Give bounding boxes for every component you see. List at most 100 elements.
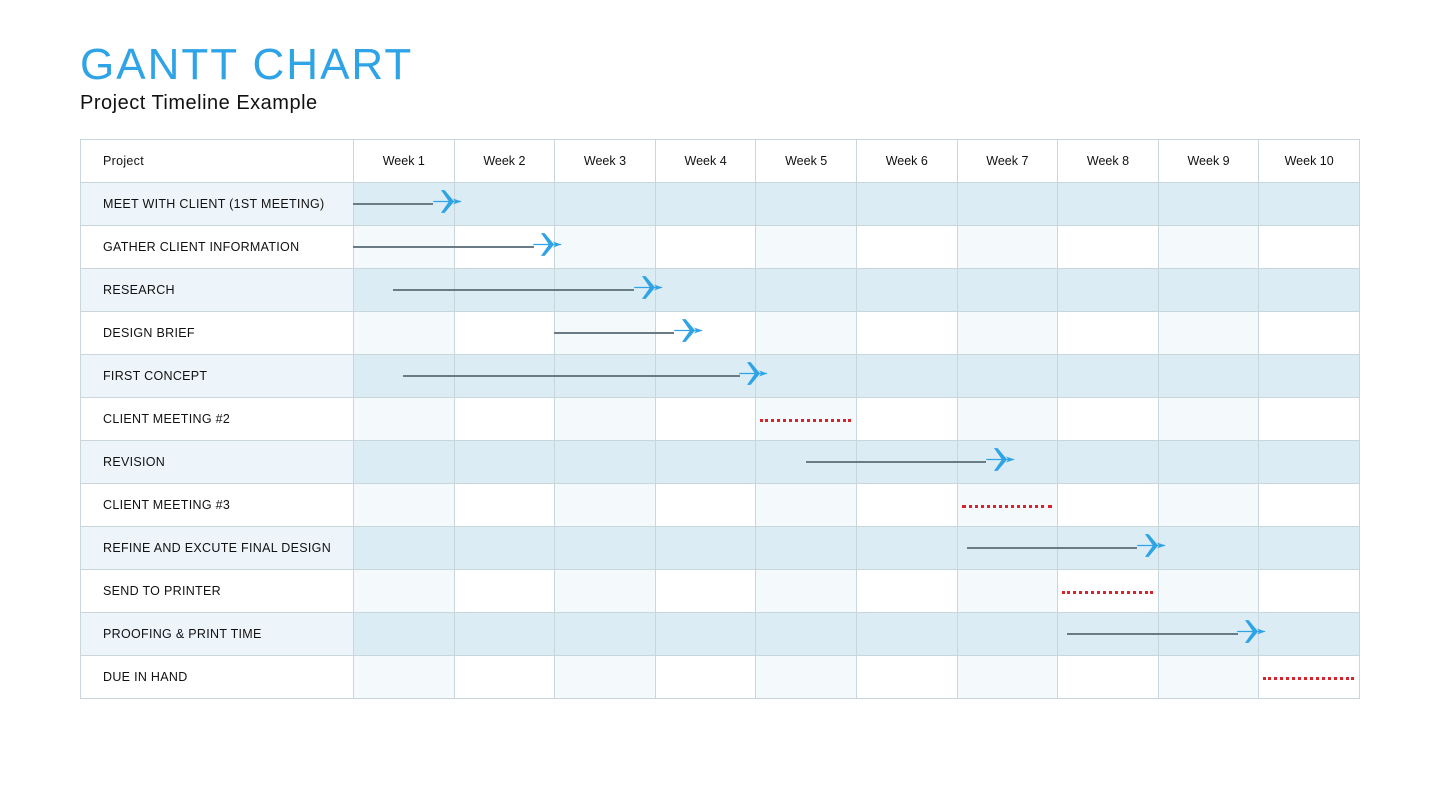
gantt-cell (957, 269, 1058, 312)
gantt-cell (957, 570, 1058, 613)
gantt-cell (354, 226, 455, 269)
gantt-cell (354, 613, 455, 656)
gantt-cell (856, 570, 957, 613)
gantt-cell (555, 269, 656, 312)
table-row: MEET WITH CLIENT (1ST MEETING) (81, 183, 1360, 226)
gantt-cell (1058, 226, 1159, 269)
gantt-cell (655, 570, 756, 613)
gantt-cell (856, 398, 957, 441)
gantt-cell (957, 441, 1058, 484)
gantt-cell (756, 484, 857, 527)
gantt-cell (756, 656, 857, 699)
gantt-cell (1058, 269, 1159, 312)
page-title: GANTT CHART (80, 40, 1360, 90)
gantt-cell (1058, 613, 1159, 656)
gantt-cell (1058, 484, 1159, 527)
gantt-cell (655, 226, 756, 269)
table-row: DESIGN BRIEF (81, 312, 1360, 355)
column-header-week: Week 3 (555, 140, 656, 183)
gantt-body: MEET WITH CLIENT (1ST MEETING)GATHER CLI… (81, 183, 1360, 699)
gantt-cell (1158, 484, 1259, 527)
gantt-cell (655, 656, 756, 699)
gantt-cell (555, 484, 656, 527)
gantt-cell (454, 570, 555, 613)
gantt-cell (1259, 183, 1360, 226)
task-label: REFINE AND EXCUTE FINAL DESIGN (81, 527, 354, 570)
gantt-cell (354, 484, 455, 527)
gantt-cell (454, 183, 555, 226)
task-label: FIRST CONCEPT (81, 355, 354, 398)
table-row: REFINE AND EXCUTE FINAL DESIGN (81, 527, 1360, 570)
task-label: SEND TO PRINTER (81, 570, 354, 613)
gantt-cell (1259, 441, 1360, 484)
gantt-cell (555, 355, 656, 398)
gantt-cell (555, 312, 656, 355)
gantt-cell (1158, 183, 1259, 226)
column-header-week: Week 9 (1158, 140, 1259, 183)
gantt-cell (856, 656, 957, 699)
gantt-cell (354, 183, 455, 226)
task-label: PROOFING & PRINT TIME (81, 613, 354, 656)
gantt-cell (655, 613, 756, 656)
gantt-cell (856, 355, 957, 398)
gantt-cell (454, 226, 555, 269)
gantt-cell (1058, 183, 1159, 226)
table-row: CLIENT MEETING #2 (81, 398, 1360, 441)
gantt-cell (1058, 441, 1159, 484)
gantt-cell (555, 570, 656, 613)
gantt-cell (354, 355, 455, 398)
gantt-cell (957, 613, 1058, 656)
gantt-cell (354, 269, 455, 312)
gantt-cell (555, 613, 656, 656)
table-row: GATHER CLIENT INFORMATION (81, 226, 1360, 269)
gantt-cell (1058, 355, 1159, 398)
gantt-cell (655, 527, 756, 570)
gantt-cell (354, 570, 455, 613)
gantt-cell (1259, 355, 1360, 398)
gantt-cell (856, 441, 957, 484)
gantt-cell (756, 613, 857, 656)
gantt-cell (1158, 355, 1259, 398)
gantt-cell (1058, 656, 1159, 699)
gantt-cell (756, 527, 857, 570)
gantt-cell (856, 527, 957, 570)
task-label: DUE IN HAND (81, 656, 354, 699)
gantt-cell (454, 398, 555, 441)
column-header-week: Week 2 (454, 140, 555, 183)
gantt-cell (655, 312, 756, 355)
table-row: REVISION (81, 441, 1360, 484)
task-label: CLIENT MEETING #3 (81, 484, 354, 527)
gantt-cell (1158, 398, 1259, 441)
gantt-cell (354, 527, 455, 570)
gantt-cell (957, 527, 1058, 570)
gantt-cell (756, 269, 857, 312)
gantt-cell (957, 183, 1058, 226)
task-label: GATHER CLIENT INFORMATION (81, 226, 354, 269)
gantt-cell (454, 656, 555, 699)
gantt-cell (1058, 570, 1159, 613)
gantt-cell (655, 355, 756, 398)
gantt-cell (655, 441, 756, 484)
gantt-cell (1158, 441, 1259, 484)
gantt-cell (756, 398, 857, 441)
gantt-cell (1158, 527, 1259, 570)
gantt-cell (856, 183, 957, 226)
gantt-cell (555, 441, 656, 484)
gantt-cell (1259, 613, 1360, 656)
column-header-week: Week 5 (756, 140, 857, 183)
gantt-cell (1058, 398, 1159, 441)
table-row: CLIENT MEETING #3 (81, 484, 1360, 527)
table-row: PROOFING & PRINT TIME (81, 613, 1360, 656)
gantt-cell (1259, 656, 1360, 699)
gantt-cell (655, 398, 756, 441)
gantt-cell (1158, 656, 1259, 699)
column-header-project: Project (81, 140, 354, 183)
gantt-cell (1259, 527, 1360, 570)
gantt-cell (957, 484, 1058, 527)
gantt-cell (555, 656, 656, 699)
gantt-cell (655, 269, 756, 312)
table-row: FIRST CONCEPT (81, 355, 1360, 398)
gantt-cell (555, 226, 656, 269)
gantt-cell (957, 312, 1058, 355)
gantt-cell (1259, 484, 1360, 527)
